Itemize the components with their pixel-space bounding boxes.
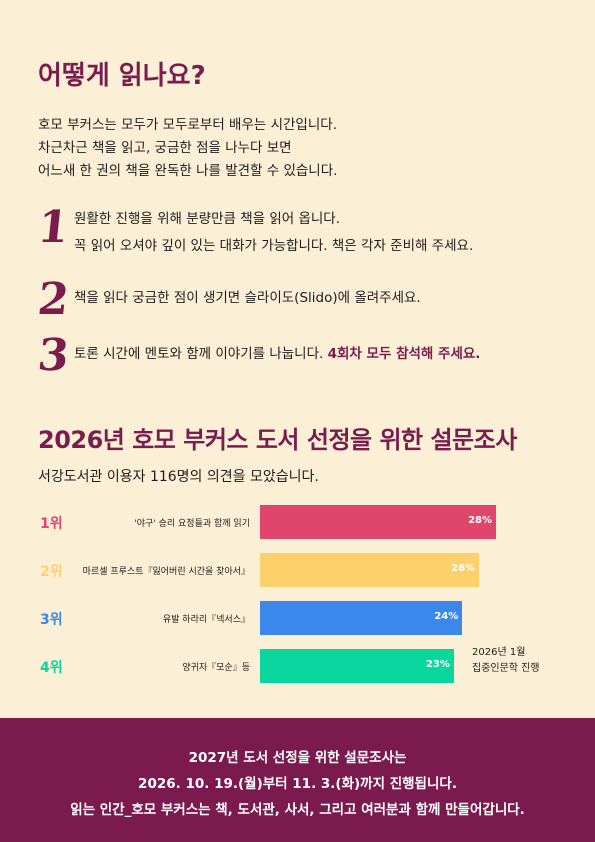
step-number: 1: [35, 202, 72, 253]
intro-line: 어느새 한 권의 책을 완독한 나를 발견할 수 있습니다.: [38, 163, 338, 179]
rank-label: 4위: [40, 660, 63, 676]
step-text: 원활한 진행을 위해 분량만큼 책을 읽어 옵니다. 꼭 읽어 오셔야 깊이 있…: [74, 206, 473, 260]
intro-text: 호모 부커스는 모두가 모두로부터 배우는 시간입니다. 차근차근 책을 읽고,…: [38, 114, 337, 183]
bar-value-label: 26%: [451, 563, 476, 574]
chart-note: 2026년 1월 집중인문학 진행: [472, 645, 540, 677]
intro-line: 차근차근 책을 읽고, 궁금한 점을 나누다 보면: [38, 140, 292, 156]
step-text: 토론 시간에 멘토와 함께 이야기를 나눕니다. 4회차 모두 참석해 주세요.: [74, 334, 480, 368]
footer-line: 읽는 인간_호모 부커스는 책, 도서관, 사서, 그리고 여러분과 함께 만들…: [70, 802, 525, 818]
category-label: '야구' 승리 요정들과 함께 읽기: [134, 519, 250, 529]
step-line: 원활한 진행을 위해 분량만큼 책을 읽어 옵니다.: [74, 211, 341, 227]
survey-title: 2026년 호모 부커스 도서 선정을 위한 설문조사: [38, 426, 517, 454]
survey-subtitle: 서강도서관 이용자 116명의 의견을 모았습니다.: [38, 469, 319, 485]
intro-line: 호모 부커스는 모두가 모두로부터 배우는 시간입니다.: [38, 117, 337, 133]
footer-line: 2026. 10. 19.(월)부터 11. 3.(화)까지 진행됩니다.: [138, 776, 457, 792]
bar-row: 2위 마르셀 프루스트『잃어버린 시간을 찾아서』 26%: [0, 553, 595, 587]
bar-value-label: 24%: [434, 611, 459, 622]
bar-value-label: 23%: [425, 659, 450, 670]
step-line: 꼭 읽어 오셔야 깊이 있는 대화가 가능합니다. 책은 각자 준비해 주세요.: [74, 238, 474, 254]
footer-banner: 2027년 도서 선정을 위한 설문조사는 2026. 10. 19.(월)부터…: [0, 718, 595, 842]
step-number: 2: [35, 274, 72, 325]
category-label: 마르셀 프루스트『잃어버린 시간을 찾아서』: [82, 567, 250, 577]
bar: 28%: [260, 505, 496, 539]
step-line: 책을 읽다 궁금한 점이 생기면 슬라이도(Slido)에 올려주세요.: [74, 290, 421, 306]
bar: 26%: [260, 553, 480, 587]
step-text: 책을 읽다 궁금한 점이 생기면 슬라이도(Slido)에 올려주세요.: [74, 278, 421, 312]
rank-label: 2위: [40, 564, 63, 580]
step-1: 1 원활한 진행을 위해 분량만큼 책을 읽어 옵니다. 꼭 읽어 오셔야 깊이…: [35, 202, 473, 260]
how-to-read-title: 어떻게 읽나요?: [38, 61, 206, 91]
category-label: 유발 하라리『넥서스』: [162, 615, 250, 625]
step-highlight: 4회차 모두 참석해 주세요.: [327, 346, 481, 362]
step-2: 2 책을 읽다 궁금한 점이 생기면 슬라이도(Slido)에 올려주세요.: [35, 274, 421, 325]
note-line: 2026년 1월: [472, 647, 526, 658]
category-label: 양귀자『모순』등: [182, 663, 250, 673]
note-line: 집중인문학 진행: [472, 663, 540, 674]
rank-label: 3위: [40, 612, 63, 628]
bar: 23%: [260, 649, 454, 683]
bar-row: 1위 '야구' 승리 요정들과 함께 읽기 28%: [0, 505, 595, 539]
bar: 24%: [260, 601, 463, 635]
bar-row: 3위 유발 하라리『넥서스』 24%: [0, 601, 595, 635]
step-3: 3 토론 시간에 멘토와 함께 이야기를 나눕니다. 4회차 모두 참석해 주세…: [35, 330, 480, 381]
bar-value-label: 28%: [468, 515, 492, 526]
rank-label: 1위: [40, 516, 63, 532]
step-number: 3: [35, 330, 72, 381]
bar-row: 4위 양귀자『모순』등 23%: [0, 649, 595, 683]
step-line: 토론 시간에 멘토와 함께 이야기를 나눕니다.: [74, 346, 324, 362]
footer-line: 2027년 도서 선정을 위한 설문조사는: [188, 750, 407, 766]
